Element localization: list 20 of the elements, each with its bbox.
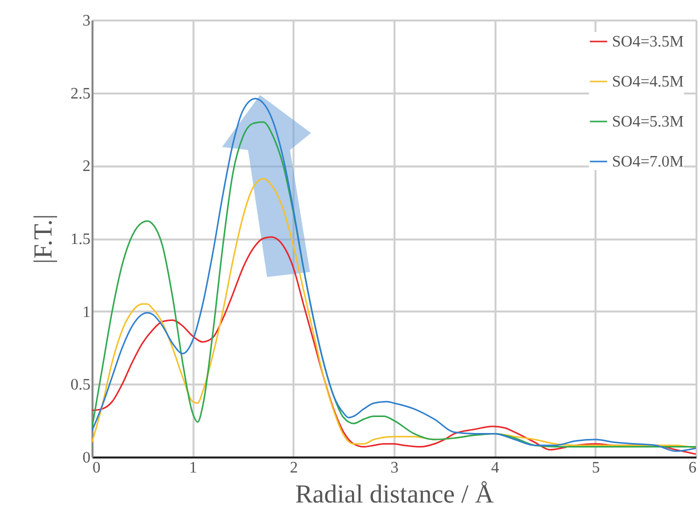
line-series: [92, 178, 696, 450]
y-tick-label: 2.5: [70, 85, 90, 102]
y-axis-title: |F.T.|: [28, 214, 58, 264]
x-axis-title: Radial distance / Å: [295, 480, 494, 508]
x-tick-label: 2: [290, 460, 298, 476]
line-series: [92, 236, 696, 455]
legend-label: SO4=7.0M: [612, 154, 684, 170]
x-tick-label: 6: [688, 460, 696, 476]
legend-label: SO4=5.3M: [612, 114, 684, 130]
legend-label: SO4=3.5M: [612, 34, 684, 50]
y-tick-label: 2: [82, 158, 90, 176]
x-tick-label: 1: [189, 460, 198, 476]
y-tick-label: 0.5: [70, 376, 90, 394]
y-tick-label: 3: [82, 12, 90, 30]
x-tick-label: 4: [491, 460, 500, 476]
x-tick-label: 5: [592, 460, 600, 476]
x-tick-label: 3: [390, 460, 398, 476]
legend-label: SO4=4.5M: [612, 74, 684, 90]
y-tick-label: 1.5: [70, 231, 90, 248]
y-tick-label: 1: [82, 304, 90, 321]
